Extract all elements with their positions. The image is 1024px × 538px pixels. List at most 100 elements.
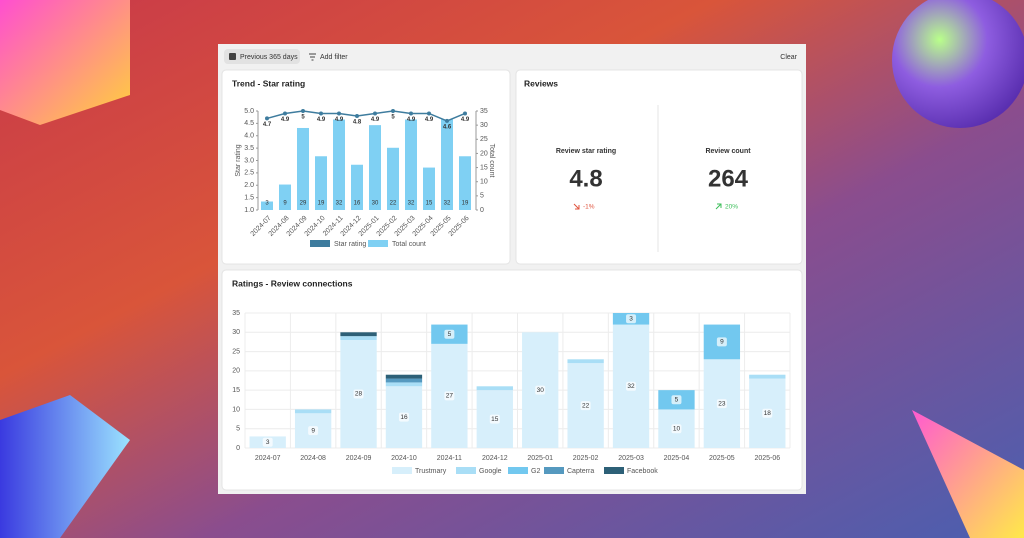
y-tick-label: 3.5 bbox=[244, 145, 254, 152]
data-label: 5 bbox=[391, 115, 395, 121]
data-label: 5 bbox=[448, 331, 452, 338]
stat-label: Review count bbox=[705, 148, 751, 155]
data-label: 5 bbox=[301, 115, 305, 121]
bar bbox=[297, 127, 309, 210]
y-tick-label: 4.0 bbox=[244, 133, 254, 140]
data-label-bg bbox=[353, 389, 364, 399]
trend-card bbox=[221, 69, 511, 265]
bar-segment bbox=[294, 409, 332, 414]
decor-sphere bbox=[892, 0, 1024, 128]
data-label: 4.7 bbox=[263, 122, 272, 128]
legend-label: G2 bbox=[531, 468, 540, 475]
data-label-bg bbox=[398, 412, 409, 422]
y2-axis-title: Total count bbox=[488, 144, 495, 178]
clear-button[interactable]: Clear bbox=[780, 54, 797, 61]
legend-swatch bbox=[368, 240, 388, 247]
x-tick-label: 2025-02 bbox=[573, 455, 599, 462]
data-label-bg bbox=[626, 381, 637, 391]
up-arrow bbox=[715, 203, 722, 210]
add-filter[interactable]: Add filter bbox=[320, 54, 348, 61]
point bbox=[265, 116, 269, 121]
point bbox=[283, 111, 287, 116]
x-tick-label: 2025-03 bbox=[618, 455, 644, 462]
reviews-card bbox=[515, 69, 803, 265]
data-label: 3 bbox=[265, 201, 269, 207]
bar bbox=[405, 119, 417, 210]
data-label: 18 bbox=[764, 410, 772, 417]
data-label: 29 bbox=[300, 201, 307, 207]
data-label: 30 bbox=[372, 201, 379, 207]
y-tick-label: 5 bbox=[236, 426, 240, 433]
x-tick-label: 2025-06 bbox=[754, 455, 780, 462]
stat-change: -1% bbox=[583, 204, 595, 211]
point bbox=[301, 109, 305, 113]
legend-swatch bbox=[544, 467, 564, 474]
data-label: 32 bbox=[627, 383, 635, 390]
y2-tick-label: 5 bbox=[480, 193, 484, 200]
data-label-bg bbox=[580, 401, 591, 411]
date-button[interactable] bbox=[224, 49, 300, 64]
y-tick-label: 1.0 bbox=[244, 207, 254, 214]
x-tick-label: 2024-07 bbox=[255, 455, 281, 462]
bar bbox=[351, 164, 363, 210]
bar-segment bbox=[340, 332, 377, 337]
data-label-bg bbox=[762, 408, 773, 418]
data-label-bg bbox=[489, 414, 500, 424]
bar-segment bbox=[749, 374, 786, 379]
data-label: 4.9 bbox=[371, 117, 380, 123]
filter-icon bbox=[309, 53, 316, 61]
data-label: 32 bbox=[336, 201, 343, 207]
data-label: 4.9 bbox=[335, 117, 344, 123]
y-tick-label: 1.5 bbox=[244, 194, 254, 201]
decor-cylinder bbox=[0, 395, 130, 538]
x-tick-label: 2024-10 bbox=[391, 455, 417, 462]
y-tick-label: 2.0 bbox=[244, 182, 254, 189]
y-tick-label: 3.0 bbox=[244, 157, 254, 164]
data-label-bg bbox=[444, 391, 455, 401]
legend-swatch bbox=[456, 467, 476, 474]
y-tick-label: 4.5 bbox=[244, 120, 254, 127]
data-label: 10 bbox=[673, 425, 681, 432]
legend-label: Facebook bbox=[627, 468, 658, 475]
y-tick-label: 30 bbox=[232, 329, 240, 336]
data-label: 19 bbox=[318, 201, 325, 207]
date-range[interactable]: Previous 365 days bbox=[240, 54, 298, 61]
bar-segment bbox=[340, 336, 377, 340]
y2-tick-label: 35 bbox=[480, 108, 488, 115]
data-label: 23 bbox=[718, 400, 726, 407]
point bbox=[337, 111, 341, 116]
stat-value: 4.8 bbox=[569, 165, 602, 192]
x-tick-label: 2024-11 bbox=[437, 455, 462, 462]
bar-segment bbox=[476, 386, 513, 391]
data-label: 3 bbox=[266, 439, 270, 446]
data-label: 30 bbox=[537, 387, 545, 394]
data-label: 4.6 bbox=[443, 124, 452, 130]
legend-label: Total count bbox=[392, 241, 426, 248]
point bbox=[319, 111, 323, 116]
y2-tick-label: 20 bbox=[480, 150, 488, 157]
y-tick-label: 10 bbox=[232, 406, 240, 413]
data-label: 27 bbox=[446, 393, 454, 400]
card-title: Ratings - Review connections bbox=[232, 278, 353, 288]
y-tick-label: 35 bbox=[232, 310, 240, 317]
x-tick-label: 2025-04 bbox=[664, 455, 690, 462]
data-label-bg bbox=[308, 426, 319, 436]
data-label-bg bbox=[444, 329, 455, 339]
bar bbox=[315, 156, 327, 210]
y-tick-label: 15 bbox=[232, 387, 240, 394]
y-tick-label: 5.0 bbox=[244, 108, 254, 115]
y2-tick-label: 30 bbox=[480, 122, 488, 129]
data-label: 22 bbox=[582, 402, 590, 409]
bar bbox=[369, 125, 381, 210]
legend-label: Google bbox=[479, 468, 502, 475]
data-label-bg bbox=[716, 399, 727, 409]
x-tick-label: 2024-09 bbox=[346, 455, 372, 462]
data-label: 3 bbox=[629, 316, 633, 323]
y-tick-label: 2.5 bbox=[244, 170, 254, 177]
x-tick-label: 2025-01 bbox=[527, 455, 553, 462]
card-title: Reviews bbox=[524, 78, 558, 88]
y2-tick-label: 25 bbox=[480, 136, 488, 143]
legend-label: Trustmary bbox=[415, 468, 447, 475]
data-label: 32 bbox=[408, 201, 415, 207]
